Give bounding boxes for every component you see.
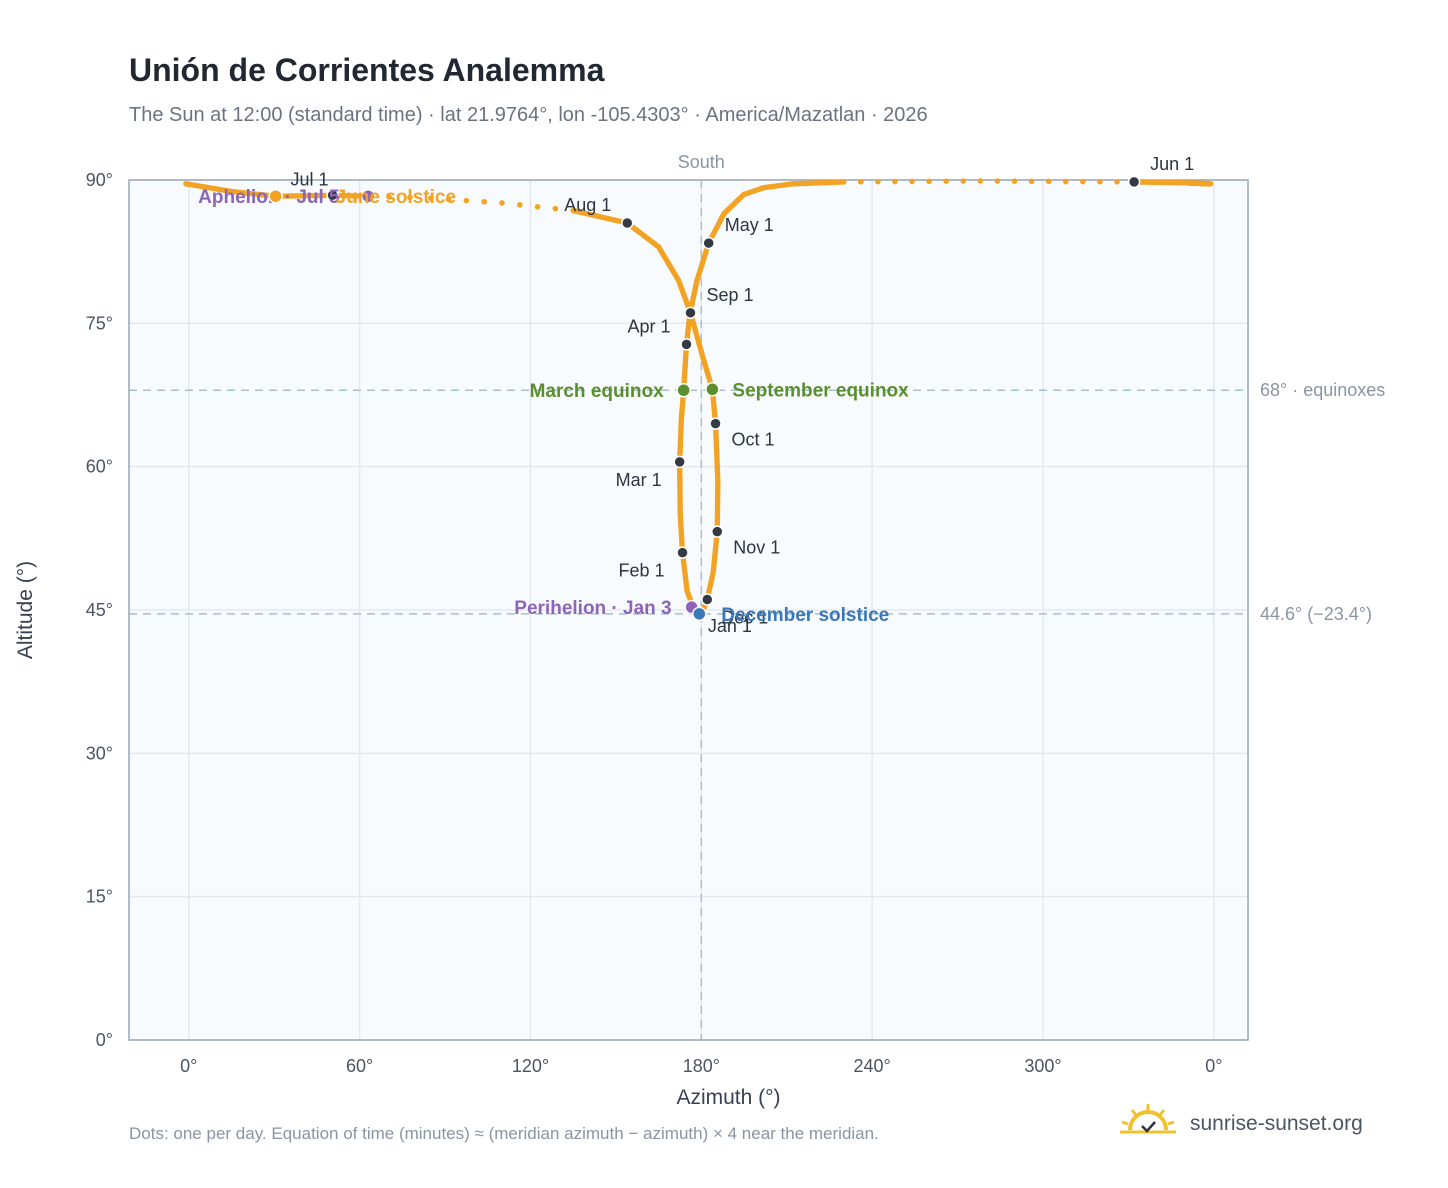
chart-title: Unión de Corrientes Analemma [129, 52, 605, 88]
analemma-day-dot [516, 202, 523, 208]
analemma-day-dot [1114, 179, 1120, 185]
event-label: March equinox [530, 381, 665, 402]
meridian-label: South [678, 152, 725, 172]
analemma-day-dot [840, 179, 847, 185]
footnote: Dots: one per day. Equation of time (min… [129, 1124, 879, 1143]
event-marker [692, 606, 707, 622]
analemma-day-dot [1045, 178, 1052, 185]
analemma-day-dot [428, 195, 434, 201]
month-marker [711, 525, 724, 538]
analemma-day-dot [481, 198, 488, 205]
y-tick-label: 0° [96, 1030, 113, 1050]
analemma-day-dot [875, 178, 881, 185]
month-marker [702, 236, 715, 250]
event-label: Perihelion · Jan 3 [514, 598, 671, 619]
month-label: Jan 1 [708, 616, 752, 636]
month-marker [676, 546, 689, 559]
altitude-reference-label: 68° · equinoxes [1260, 380, 1385, 400]
analemma-day-dot [407, 194, 413, 201]
month-label: Jul 1 [291, 169, 329, 189]
analemma-day-dot [445, 196, 452, 203]
month-marker [673, 455, 686, 469]
x-tick-label: 60° [346, 1056, 373, 1076]
x-tick-label: 120° [512, 1056, 549, 1076]
chart-subtitle: The Sun at 12:00 (standard time) · lat 2… [129, 104, 928, 126]
month-label: Nov 1 [733, 538, 780, 558]
event-marker [360, 188, 376, 204]
month-marker [680, 338, 693, 351]
y-axis-ticks: 0° 15° 30° 45° 60° 75° 90° [86, 170, 113, 1050]
reference-lines: South 68° · equinoxes 44.6° (−23.4°) [129, 152, 1385, 1040]
analemma-day-dot [1011, 178, 1018, 184]
analemma-day-dot [909, 178, 915, 185]
analemma-day-dot [977, 178, 984, 184]
x-tick-label: 0° [1205, 1056, 1222, 1076]
y-tick-label: 30° [86, 743, 113, 763]
event-marker [676, 382, 691, 398]
y-tick-label: 75° [86, 313, 113, 333]
event-label: December solstice [721, 605, 889, 626]
analemma-day-dot [1097, 178, 1103, 185]
month-label: Aug 1 [564, 195, 611, 215]
month-marker [709, 417, 722, 430]
event-markers: March equinox September equinox Perihelion… [198, 187, 909, 626]
analemma-day-dot [534, 203, 541, 210]
analemma-day-dot [552, 205, 559, 212]
analemma-day-dot [1207, 181, 1214, 187]
altitude-reference-label: 44.6° (−23.4°) [1260, 604, 1372, 624]
month-marker [684, 306, 697, 320]
event-marker [268, 188, 283, 204]
analemma-day-dot [499, 200, 505, 206]
plot-frame [128, 179, 1249, 1041]
analemma-day-dot [1028, 178, 1035, 185]
y-tick-label: 15° [86, 887, 113, 907]
x-axis-title: Azimuth (°) [676, 1086, 780, 1109]
analemma-day-dot [960, 178, 967, 184]
y-tick-label: 90° [86, 170, 113, 190]
analemma-day-dot [926, 178, 932, 185]
x-tick-label: 300° [1024, 1056, 1061, 1076]
month-label: Apr 1 [627, 316, 670, 336]
y-tick-label: 60° [86, 457, 113, 477]
month-label: Feb 1 [618, 561, 664, 581]
analemma-day-dot [943, 178, 949, 184]
y-tick-label: 45° [86, 600, 113, 620]
month-markers: Jan 1 Feb 1 Mar 1 Apr 1 May 1 Jun 1 Jul 1 Aug 1… [291, 154, 1195, 636]
month-label: Sep 1 [706, 285, 753, 305]
month-marker [701, 593, 714, 606]
x-axis-ticks: 0° 60° 120° 180° 240° 300° 0° [180, 1056, 1222, 1076]
month-label: Oct 1 [732, 430, 775, 450]
analemma-day-dot [892, 178, 898, 185]
month-marker [326, 189, 339, 202]
x-tick-label: 240° [854, 1056, 891, 1076]
analemma-day-dot [386, 194, 392, 200]
analemma-day-dot [994, 178, 1001, 184]
x-tick-label: 180° [683, 1056, 720, 1076]
month-marker [621, 216, 634, 230]
event-marker [705, 382, 720, 397]
y-axis-title: Altitude (°) [14, 561, 37, 659]
analemma-day-dot [857, 178, 864, 185]
brand-name: sunrise-sunset.org [1190, 1112, 1363, 1135]
analemma-day-dot [1080, 178, 1086, 185]
month-label: May 1 [725, 215, 774, 235]
month-label: Dec 1 [721, 607, 768, 627]
month-label: Mar 1 [616, 470, 662, 490]
sun-logo-icon [1120, 1104, 1176, 1134]
event-label: September equinox [732, 380, 909, 401]
brand-link[interactable]: sunrise-sunset.org [1120, 1102, 1390, 1146]
analemma-day-dot [1062, 178, 1069, 185]
month-label: Jun 1 [1150, 154, 1194, 174]
event-label: June solstice [336, 187, 456, 208]
analemma-day-dot [463, 197, 470, 204]
month-marker [1127, 175, 1141, 189]
x-tick-label: 0° [180, 1056, 197, 1076]
